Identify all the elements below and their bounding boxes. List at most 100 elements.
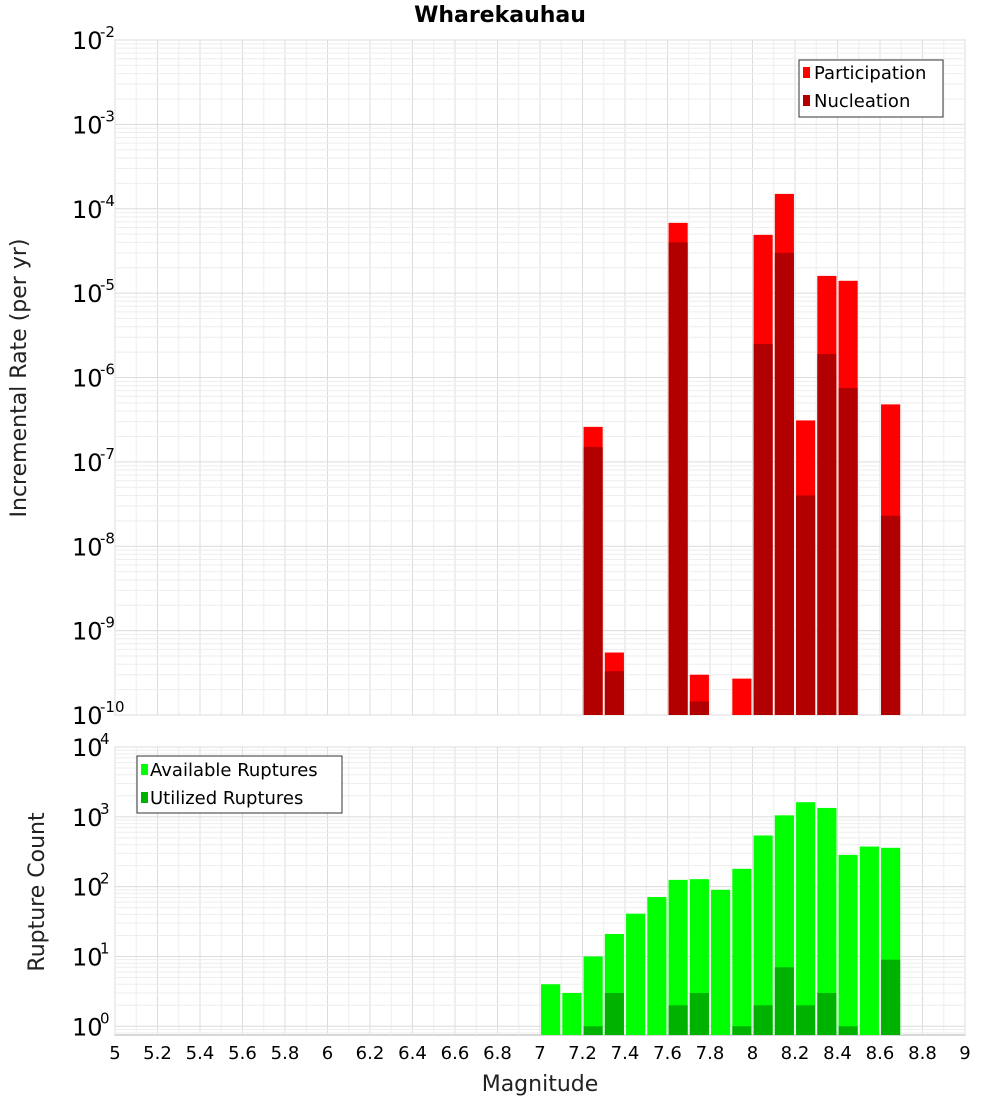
- rate-y-tick-label: 10: [72, 196, 103, 224]
- rate-bars: [583, 193, 901, 716]
- utilized-ruptures-bar: [689, 992, 709, 1035]
- x-tick-label: 7.4: [611, 1043, 640, 1064]
- nucleation-bar: [668, 242, 688, 716]
- count-y-tick-label: 10: [72, 874, 103, 902]
- rate-y-tick-exponent: -3: [100, 107, 115, 125]
- available-ruptures-bar: [711, 889, 731, 1035]
- nucleation-legend-swatch: [803, 95, 810, 106]
- rate-y-tick-label: 10: [72, 111, 103, 139]
- x-tick-label: 5.2: [143, 1043, 172, 1064]
- available-ruptures-bar: [647, 897, 667, 1035]
- nucleation-bar: [774, 252, 794, 715]
- utilized-ruptures-bar: [774, 967, 794, 1035]
- x-tick-label: 5.8: [271, 1043, 300, 1064]
- rate-y-tick-label: 10: [72, 533, 103, 561]
- rate-y-tick-label: 10: [72, 702, 103, 730]
- nucleation-bar: [817, 353, 837, 715]
- available-ruptures-bar: [562, 992, 582, 1035]
- count-y-axis-label: Rupture Count: [25, 812, 50, 972]
- utilized-ruptures-legend-label: Utilized Ruptures: [150, 788, 303, 809]
- utilized-ruptures-bar: [753, 1005, 773, 1035]
- rate-y-tick-label: 10: [72, 365, 103, 393]
- rate-y-tick-label: 10: [72, 27, 103, 55]
- count-legend-box: [136, 755, 343, 814]
- rate-y-tick-exponent: -7: [100, 445, 115, 463]
- x-tick-label: 7.2: [568, 1043, 597, 1064]
- x-tick-label: 6.2: [356, 1043, 385, 1064]
- x-tick-label: 5.6: [228, 1043, 257, 1064]
- x-tick-label: 6.4: [398, 1043, 427, 1064]
- count-y-tick-label: 10: [72, 734, 103, 762]
- available-ruptures-legend-label: Available Ruptures: [150, 760, 318, 781]
- nucleation-bar: [583, 447, 603, 715]
- x-tick-label: 6.6: [441, 1043, 470, 1064]
- available-ruptures-bar: [838, 854, 858, 1035]
- count-y-tick-label: 10: [72, 1013, 103, 1041]
- count-y-tick-exponent: 1: [100, 939, 110, 957]
- count-y-tick-label: 10: [72, 943, 103, 971]
- x-tick-label: 8: [747, 1043, 758, 1064]
- rate-y-tick-exponent: -9: [100, 614, 115, 632]
- utilized-ruptures-bar: [604, 992, 624, 1035]
- nucleation-bar: [689, 701, 709, 715]
- x-tick-label: 6.8: [483, 1043, 512, 1064]
- nucleation-bar: [753, 343, 773, 715]
- x-tick-label: 8.6: [866, 1043, 895, 1064]
- count-legend: Available Ruptures Utilized Ruptures: [136, 755, 343, 814]
- available-ruptures-bar: [732, 868, 752, 1035]
- rate-y-tick-exponent: -8: [100, 529, 115, 547]
- rate-y-tick-exponent: -10: [100, 698, 125, 716]
- available-ruptures-bar: [796, 802, 816, 1035]
- nucleation-bar: [604, 671, 624, 715]
- rate-y-tick-label: 10: [72, 280, 103, 308]
- nucleation-bar: [838, 388, 858, 715]
- nucleation-bar: [796, 495, 816, 715]
- x-tick-label: 5.4: [186, 1043, 215, 1064]
- rate-legend: Participation Nucleation: [798, 59, 944, 118]
- x-tick-label: 7: [534, 1043, 545, 1064]
- available-ruptures-bar: [626, 913, 646, 1035]
- x-tick-label: 8.4: [823, 1043, 852, 1064]
- utilized-ruptures-bar: [881, 959, 901, 1035]
- x-tick-label: 6: [322, 1043, 333, 1064]
- rate-y-tick-label: 10: [72, 618, 103, 646]
- participation-legend-swatch: [803, 67, 810, 78]
- count-bars: [541, 802, 901, 1035]
- count-y-tick-exponent: 4: [100, 730, 110, 748]
- magnitude-x-ticks: 5 5.2 5.4 5.6 5.8 6 6.2 6.4 6.6 6.8 7 7.2 7.4 7.6 7.8 8…: [109, 1043, 970, 1064]
- available-ruptures-legend-swatch: [141, 764, 148, 775]
- count-y-tick-exponent: 0: [100, 1009, 110, 1027]
- utilized-ruptures-legend-swatch: [141, 792, 148, 803]
- rate-legend-box: [798, 59, 944, 118]
- utilized-ruptures-bar: [817, 992, 837, 1035]
- participation-legend-label: Participation: [814, 63, 926, 84]
- rate-y-tick-exponent: -2: [100, 23, 115, 41]
- nucleation-legend-label: Nucleation: [814, 91, 910, 112]
- utilized-ruptures-bar: [583, 1026, 603, 1035]
- x-tick-label: 7.6: [653, 1043, 682, 1064]
- available-ruptures-bar: [817, 807, 837, 1035]
- available-ruptures-bar: [859, 846, 879, 1035]
- utilized-ruptures-bar: [732, 1026, 752, 1035]
- rate-y-tick-exponent: -4: [100, 192, 115, 210]
- available-ruptures-bar: [668, 879, 688, 1035]
- rate-y-axis-label: Incremental Rate (per yr): [7, 239, 32, 518]
- available-ruptures-bar: [583, 956, 603, 1035]
- nucleation-bar: [881, 515, 901, 715]
- utilized-ruptures-bar: [668, 1005, 688, 1035]
- chart-title: Wharekauhau: [414, 3, 586, 28]
- x-tick-label: 8.8: [908, 1043, 937, 1064]
- rate-grid: [114, 39, 966, 716]
- rate-y-tick-exponent: -5: [100, 276, 115, 294]
- count-y-tick-exponent: 3: [100, 800, 110, 818]
- available-ruptures-bar: [541, 984, 561, 1035]
- available-ruptures-bar: [753, 835, 773, 1035]
- rate-y-tick-exponent: -6: [100, 361, 115, 379]
- participation-bar: [732, 678, 752, 715]
- x-tick-label: 5: [109, 1043, 120, 1064]
